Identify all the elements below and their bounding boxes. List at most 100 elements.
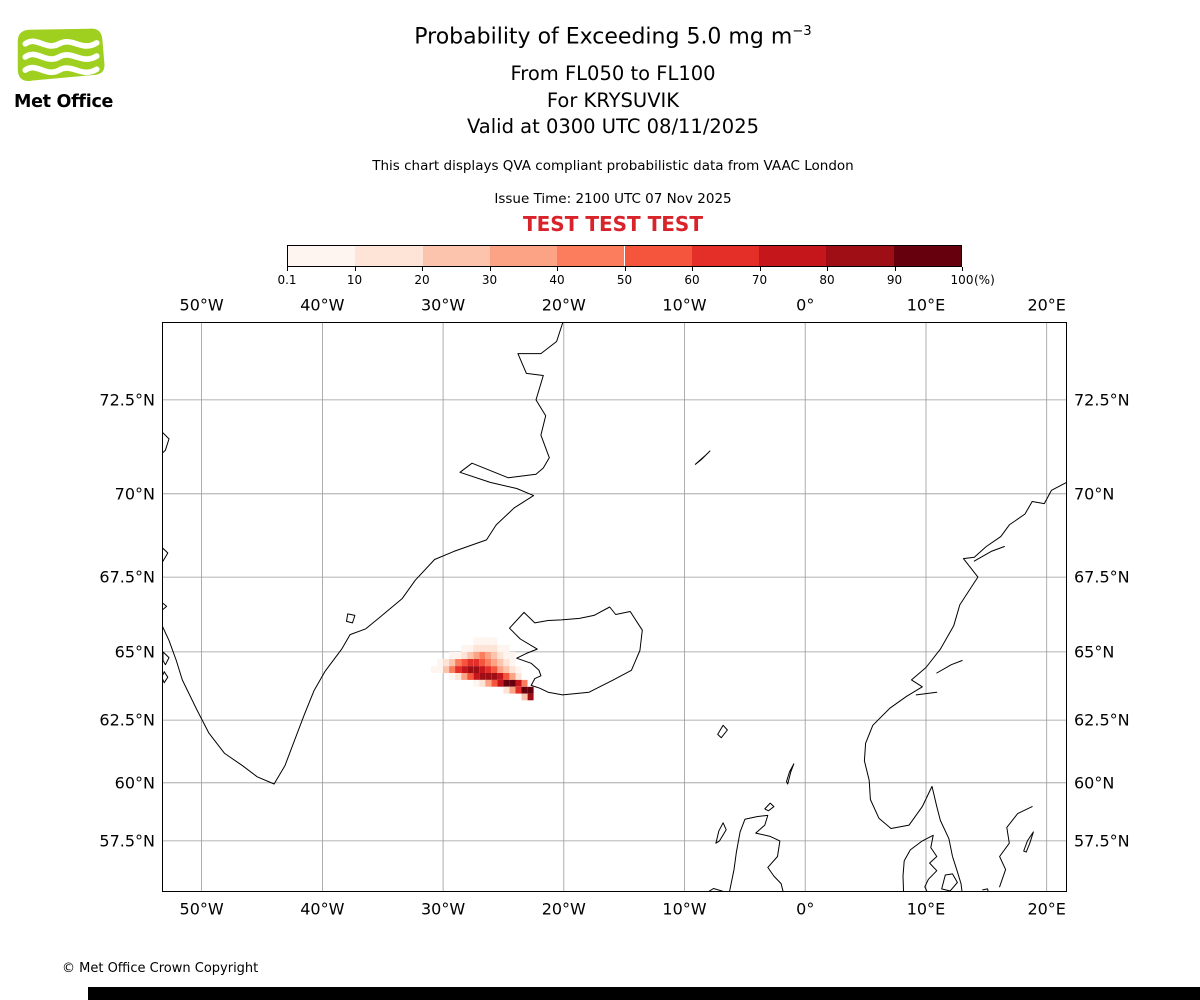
test-banner: TEST TEST TEST (523, 212, 703, 236)
lon-label-bottom: 40°W (300, 899, 345, 919)
chart-title: Probability of Exceeding 5.0 mg m−3 (13, 24, 1200, 49)
colorbar-tick-label: 10 (346, 273, 363, 287)
colorbar-segment (691, 246, 760, 266)
colorbar-segment (355, 246, 423, 266)
ash-probability-cell (461, 666, 468, 674)
ash-probability-cell (491, 673, 498, 680)
ash-probability-cell (437, 659, 443, 666)
ash-probability-cell (521, 693, 528, 701)
colorbar-tick-label: 40 (549, 273, 565, 287)
ash-probability-cell (491, 679, 498, 687)
ash-probability-cell (473, 659, 480, 666)
ash-probability-cell (503, 673, 510, 680)
ash-probability-cell (485, 644, 492, 652)
colorbar-tick-label: 80 (819, 273, 835, 287)
coastline (509, 606, 643, 696)
colorbar-segment (624, 246, 692, 266)
colorbar-gradient (287, 245, 962, 267)
ash-probability-cell (527, 686, 534, 694)
coastline (786, 763, 795, 785)
coastline (729, 814, 784, 891)
lon-label-top: 50°W (179, 295, 224, 315)
ash-probability-cell (461, 644, 468, 652)
ash-probability-cell (479, 659, 486, 666)
chart-subtitle-volcano: For KRYSUVIK (546, 89, 680, 112)
ash-probability-cell (509, 651, 516, 659)
lon-label-bottom: 30°W (420, 899, 466, 919)
lon-label-bottom: 10°E (906, 899, 946, 919)
met-office-logo-text: Met Office (14, 92, 114, 112)
logo-wave-icon (22, 51, 100, 62)
ash-probability-cell (503, 644, 510, 652)
lat-label-left: 57.5°N (99, 831, 155, 851)
met-office-logo: Met Office (14, 24, 124, 112)
coastline (863, 482, 1066, 891)
lon-label-top: 10°W (662, 295, 707, 315)
ash-probability-cell (449, 651, 456, 659)
ash-probability-cell (449, 659, 456, 666)
ash-probability-cell (509, 666, 516, 674)
colorbar-segment (489, 246, 558, 266)
ash-probability-cell (503, 686, 510, 694)
colorbar-tick-label: 30 (481, 273, 498, 287)
lat-label-right: 62.5°N (1074, 710, 1130, 730)
colorbar-unit-label: (%) (974, 273, 995, 287)
lon-label-bottom: 20°E (1027, 899, 1066, 919)
ash-probability-cell (515, 673, 522, 680)
ash-probability-cell (473, 644, 480, 652)
coastline (999, 806, 1033, 888)
lon-label-top: 0° (796, 295, 815, 315)
lon-label-top: 40°W (300, 295, 345, 315)
ash-probability-cell (467, 651, 474, 659)
lat-label-left: 72.5°N (99, 390, 155, 410)
coastline (715, 822, 727, 844)
colorbar-segment (557, 246, 625, 266)
lon-label-top: 30°W (420, 295, 466, 315)
ash-probability-cell (443, 659, 450, 666)
ash-probability-cell (491, 659, 498, 666)
lat-label-left: 65°N (114, 642, 155, 662)
lon-label-bottom: 0° (796, 899, 815, 919)
lat-label-right: 60°N (1074, 773, 1115, 793)
lat-label-left: 60°N (114, 773, 155, 793)
ash-probability-cell (455, 651, 462, 659)
ash-probability-cell (497, 659, 504, 666)
coastline (708, 888, 724, 891)
colorbar-tick (894, 267, 896, 271)
ash-probability-cell (503, 679, 510, 687)
ash-probability-cell (467, 673, 474, 680)
ash-probability-cell (461, 651, 468, 659)
ash-probability-cell (455, 666, 462, 674)
ash-probability-cell (449, 673, 456, 680)
ash-probability-cell (431, 666, 437, 674)
ash-probability-cell (497, 679, 504, 687)
ash-probability-cell (455, 659, 462, 666)
colorbar-segment (826, 246, 894, 266)
map-svg (163, 323, 1066, 891)
map: 50°W 50°W 40°W 40°W 30°W 30°W 20°W 20°W 10°W 10°W… (99, 296, 1129, 919)
ash-probability-cell (497, 666, 504, 674)
bottom-bar (88, 987, 1200, 1000)
lat-label-right: 67.5°N (1074, 567, 1130, 587)
ash-probability-cell (503, 651, 510, 659)
coastline (163, 602, 168, 611)
coastline (982, 888, 989, 891)
ash-probability-cell (521, 686, 528, 694)
lon-label-top: 10°E (906, 295, 946, 315)
ash-probability-cell (509, 673, 516, 680)
colorbar-tick (422, 267, 423, 271)
coastline (694, 450, 711, 465)
colorbar-tick-label: 0.1 (277, 273, 297, 287)
colorbar-segment (893, 246, 961, 266)
ash-probability-cell (491, 666, 498, 674)
ash-probability-cell (479, 644, 486, 652)
lon-label-top: 20°W (541, 295, 586, 315)
ash-probability-cell (485, 666, 492, 674)
met-office-logo-mark (17, 28, 105, 81)
colorbar-tick-label: 100 (950, 273, 974, 287)
ash-probability-cell (473, 666, 480, 674)
coastline (1023, 831, 1034, 853)
colorbar-tick-label: 70 (751, 273, 768, 287)
ash-probability-cell (467, 659, 474, 666)
lat-label-right: 65°N (1074, 642, 1115, 662)
